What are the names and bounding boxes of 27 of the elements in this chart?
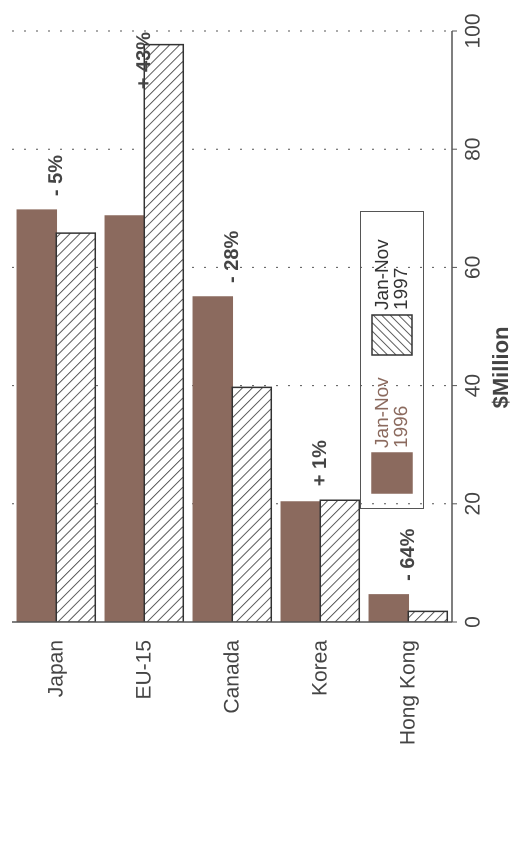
bar xyxy=(320,500,360,622)
bar xyxy=(368,594,410,622)
y-tick-label: 40 xyxy=(462,374,484,398)
x-tick-label: Canada xyxy=(220,640,244,714)
x-tick-label: Japan xyxy=(44,640,68,698)
bar xyxy=(104,215,146,622)
x-tick-label: EU-15 xyxy=(132,640,156,700)
annotation: - 5% xyxy=(45,154,67,196)
annotation: + 1% xyxy=(309,440,331,486)
y-tick-label: 60 xyxy=(462,256,484,280)
x-tick-label: Korea xyxy=(308,640,332,696)
annotation: + 43% xyxy=(133,32,155,90)
y-tick-label: 20 xyxy=(462,492,484,516)
bar xyxy=(232,386,272,622)
x-tick-label: Hong Kong xyxy=(396,640,420,746)
y-axis-title: $Million xyxy=(488,326,513,408)
bar xyxy=(56,232,96,622)
y-tick-label: 100 xyxy=(462,13,484,49)
bar xyxy=(16,209,58,622)
bar xyxy=(408,610,448,622)
bar xyxy=(192,296,234,622)
annotation: - 28% xyxy=(221,230,243,283)
bar xyxy=(280,501,322,622)
legend-frame: Jan-Nov 1996 Jan-Nov 1997 xyxy=(360,211,424,509)
y-tick-label: 0 xyxy=(462,616,484,628)
y-tick-label: 80 xyxy=(462,138,484,161)
annotation: - 64% xyxy=(397,528,419,581)
